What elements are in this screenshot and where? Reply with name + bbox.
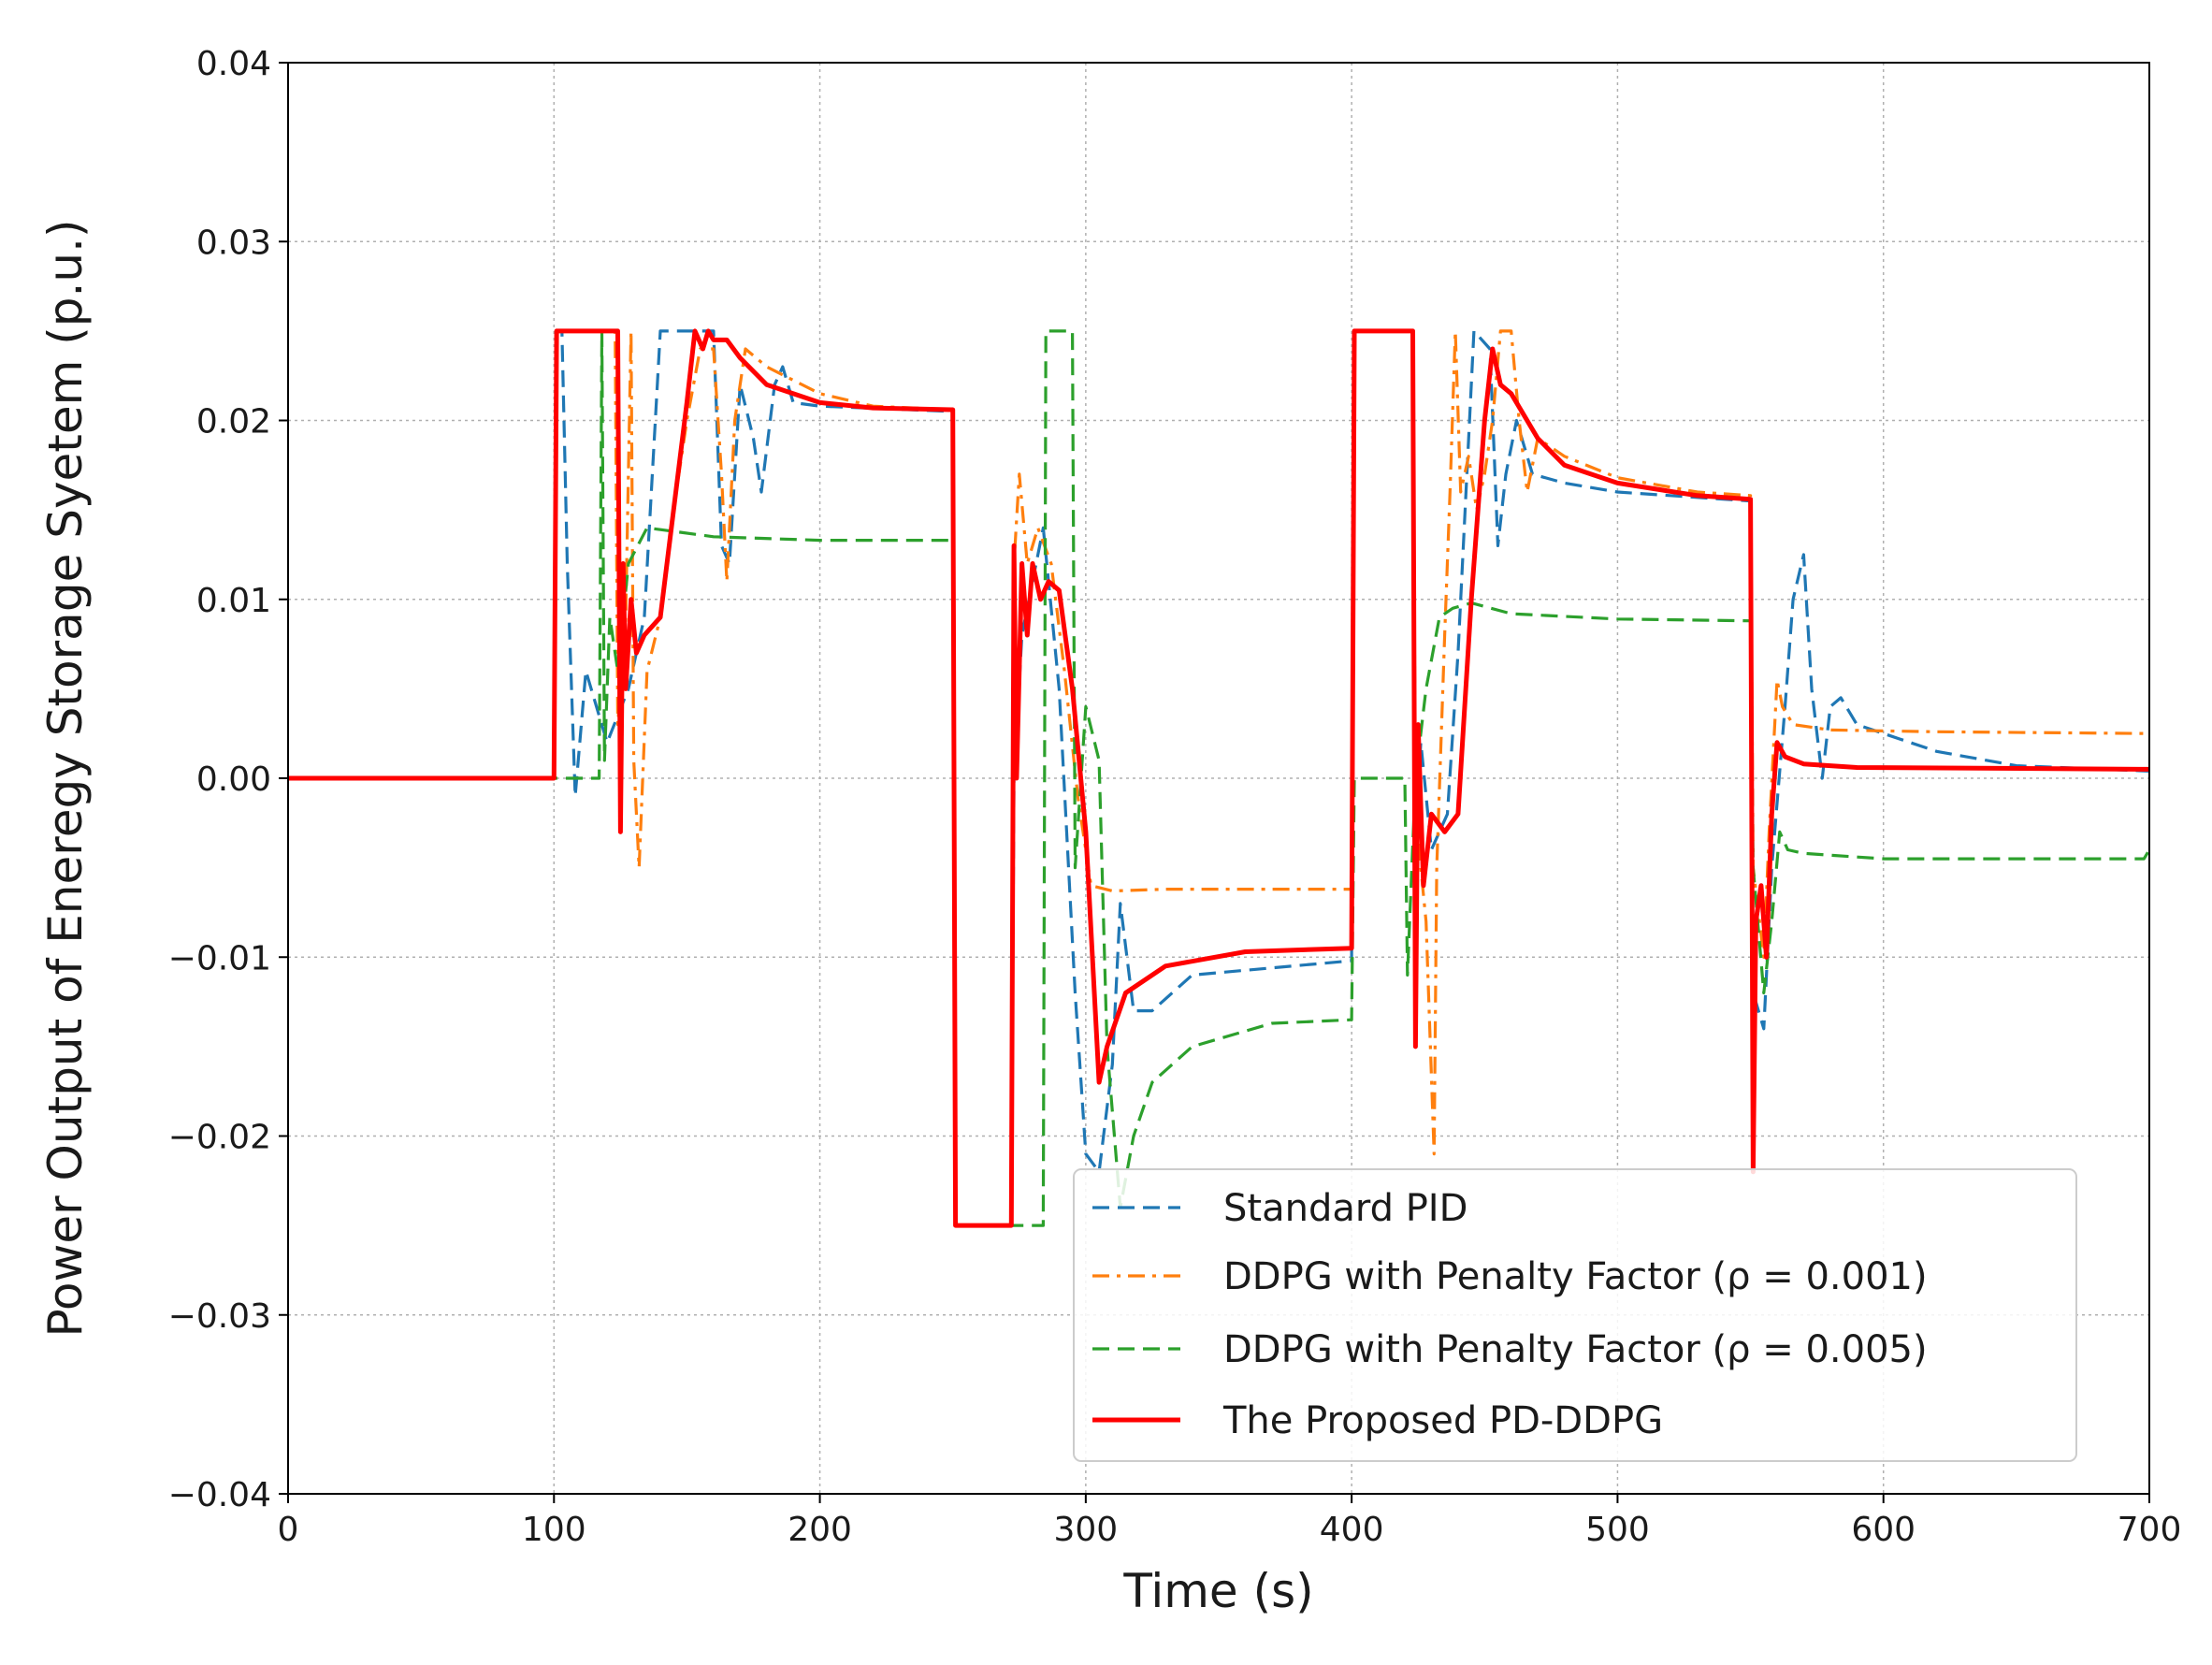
legend-label-2: DDPG with Penalty Factor (ρ = 0.001) — [1223, 1255, 1928, 1298]
x-tick-label: 400 — [1320, 1511, 1384, 1549]
series-line-3 — [288, 329, 2149, 1227]
x-tick-label: 200 — [788, 1511, 852, 1549]
legend-label-4: The Proposed PD-DDPG — [1222, 1399, 1663, 1442]
y-tick-label: 0.01 — [196, 582, 271, 620]
x-tick-label: 500 — [1585, 1511, 1650, 1549]
x-tick-label: 0 — [278, 1511, 299, 1549]
y-tick-label: 0.03 — [196, 224, 271, 262]
legend: Standard PID DDPG with Penalty Factor (ρ … — [1073, 1168, 2077, 1462]
y-tick-label: 0.04 — [196, 45, 271, 83]
y-axis-title: Power Output of Eneregy Storage Syetem (… — [38, 219, 93, 1337]
legend-label-1: Standard PID — [1223, 1187, 1467, 1230]
y-tick-label: −0.01 — [168, 939, 271, 977]
x-axis-title: Time (s) — [1122, 1564, 1313, 1618]
y-tick-label: 0.02 — [196, 403, 271, 442]
axis-ticks: 0 100 200 300 400 500 600 700 −0.04 −0.03 −0.02 −0.… — [168, 45, 2182, 1549]
y-tick-label: 0.00 — [196, 760, 271, 799]
legend-label-3: DDPG with Penalty Factor (ρ = 0.005) — [1223, 1328, 1928, 1371]
y-tick-label: −0.04 — [168, 1476, 271, 1514]
legend-box — [1073, 1168, 2077, 1462]
y-tick-label: −0.02 — [168, 1119, 271, 1157]
y-tick-label: −0.03 — [168, 1297, 271, 1336]
x-tick-label: 700 — [2118, 1511, 2182, 1549]
x-tick-label: 100 — [522, 1511, 586, 1549]
series-line-4 — [288, 328, 2149, 1228]
series-lines — [288, 328, 2149, 1228]
x-tick-label: 300 — [1053, 1511, 1118, 1549]
x-tick-label: 600 — [1851, 1511, 1916, 1549]
series-line-2 — [288, 329, 2149, 1227]
